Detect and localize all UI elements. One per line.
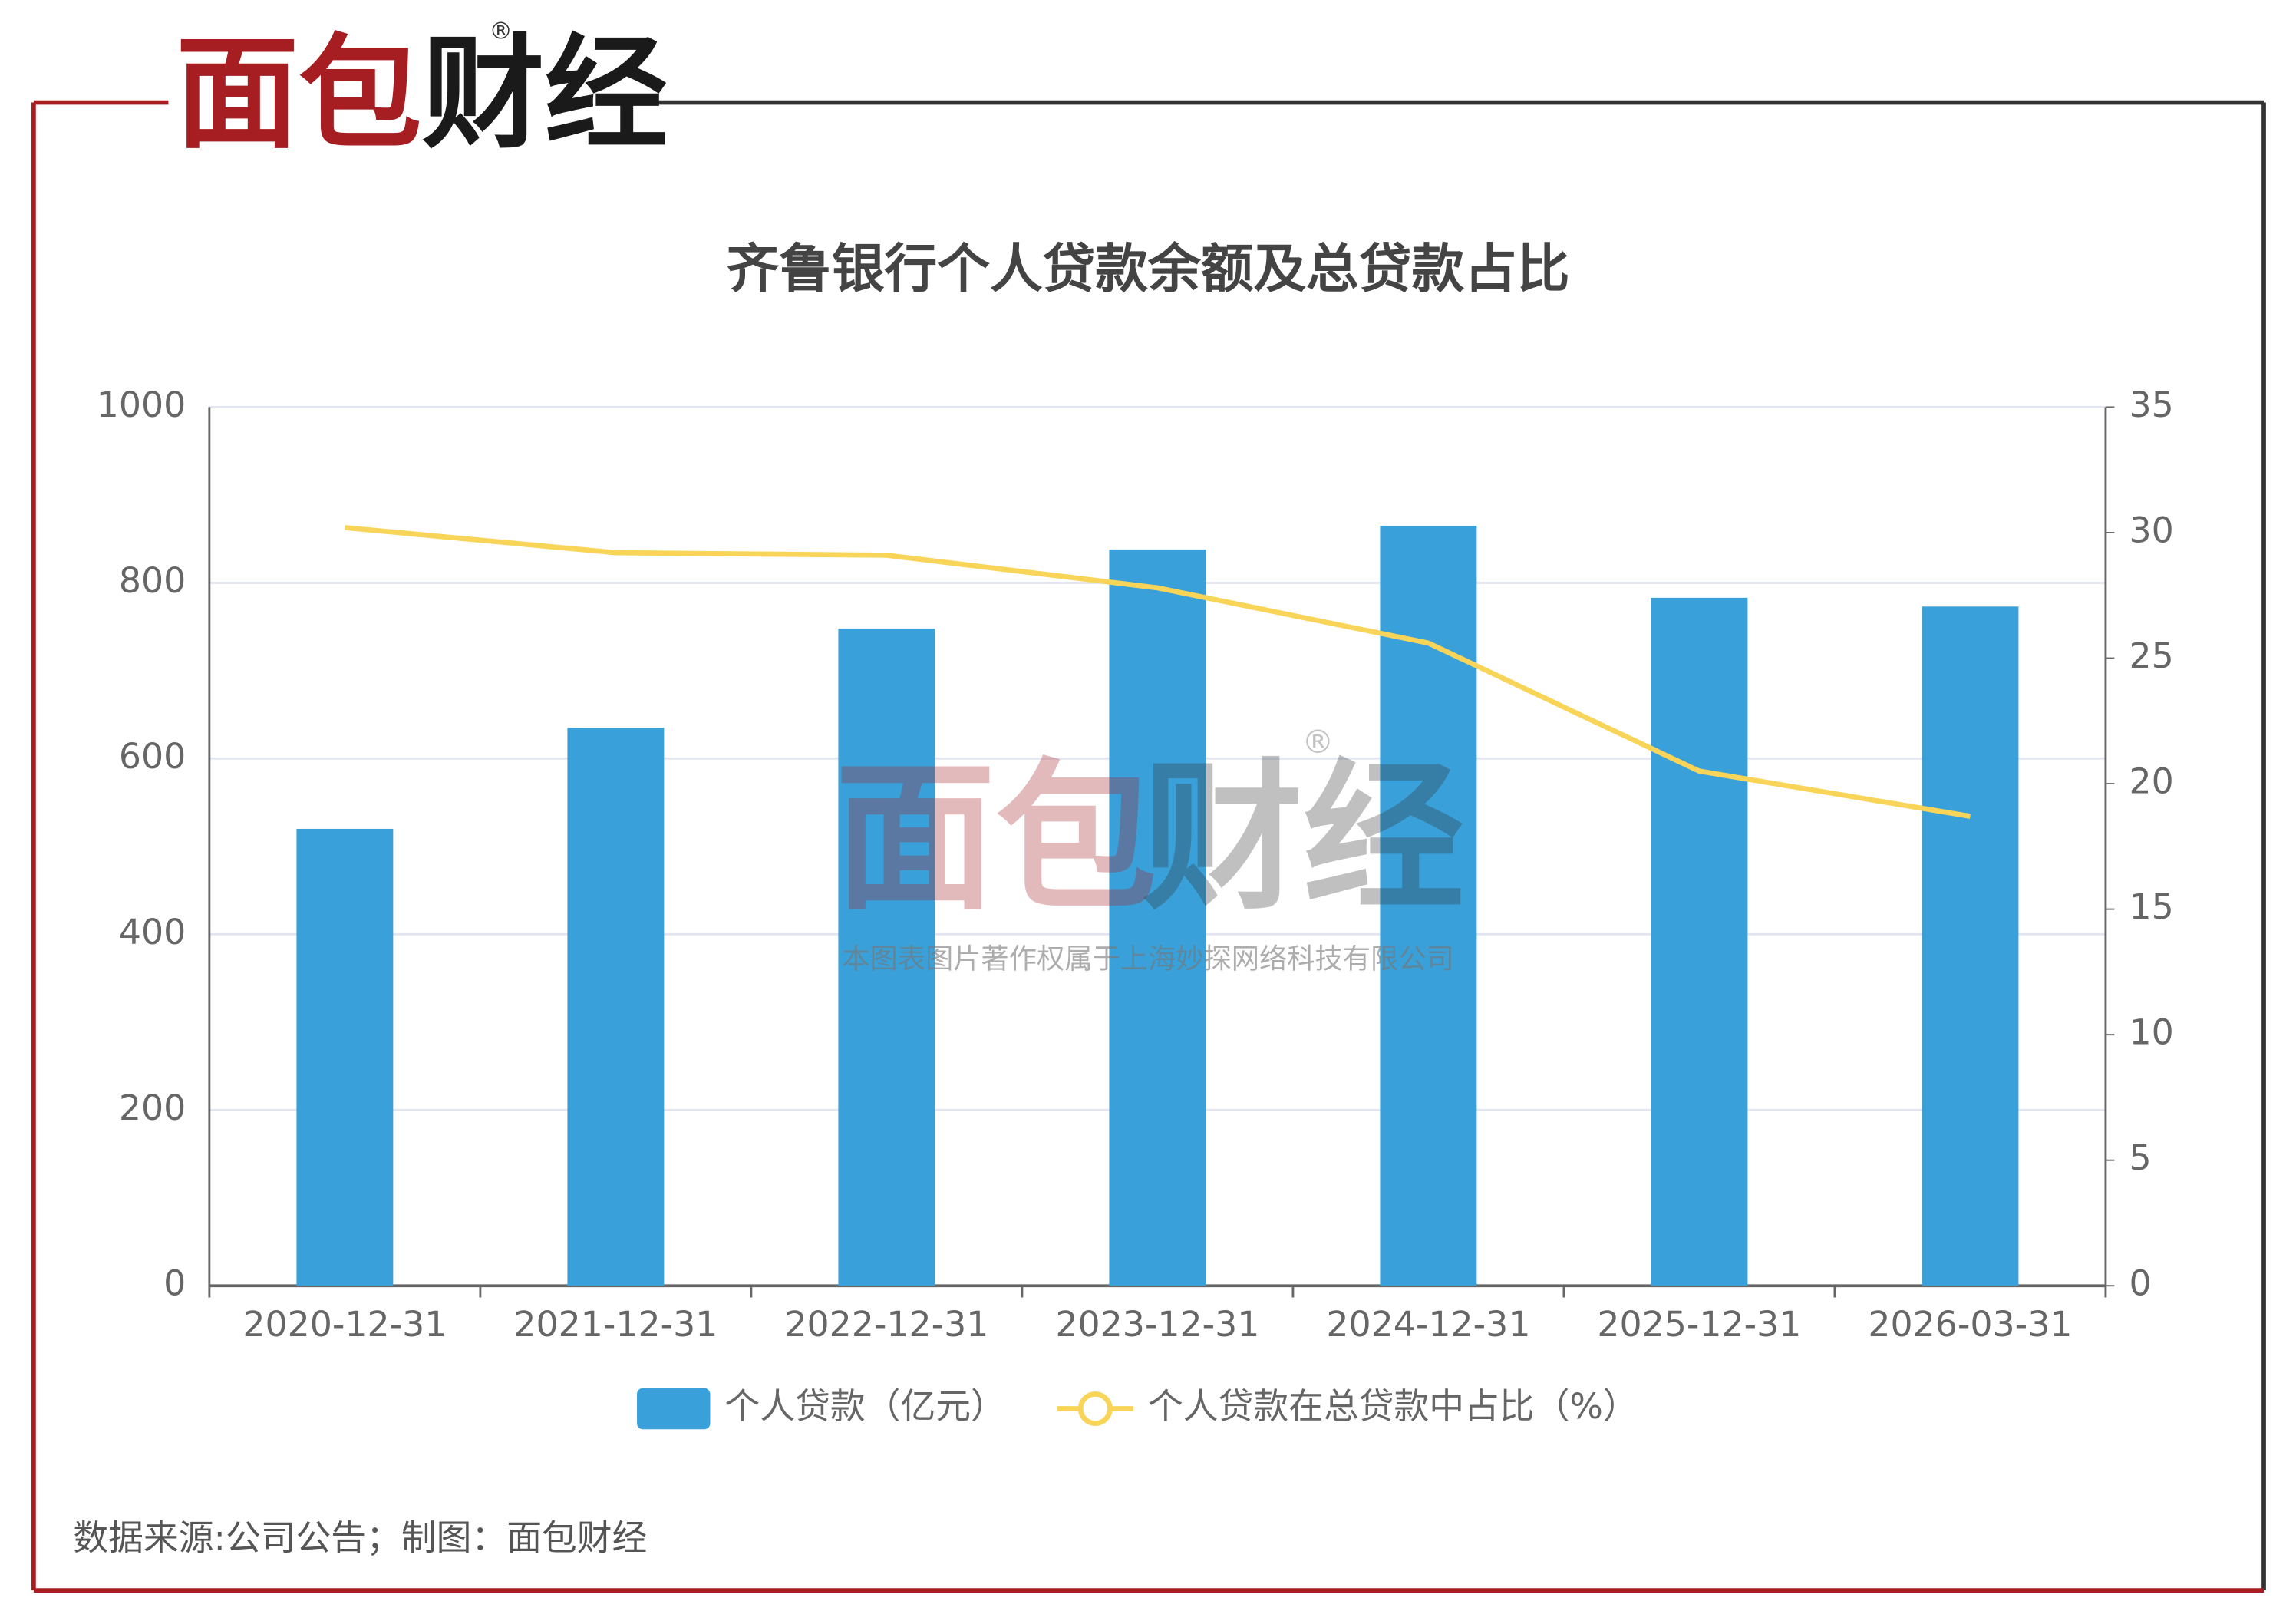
x-tick-label: 2025-12-31 [1597, 1303, 1801, 1345]
bar [296, 828, 394, 1286]
watermark-red: 面包 [835, 744, 1157, 932]
x-tick-label: 2026-03-31 [1868, 1303, 2072, 1345]
bar [567, 728, 665, 1286]
watermark-mark: ® [1301, 723, 1334, 761]
logo-red: 面包 [176, 22, 422, 166]
y2-tick-label: 30 [2129, 509, 2173, 550]
y2-tick-label: 20 [2129, 761, 2173, 802]
logo-mark: ® [489, 18, 513, 45]
y-tick-label: 400 [119, 911, 186, 952]
x-tick-label: 2023-12-31 [1055, 1303, 1259, 1345]
bar [1922, 606, 2019, 1286]
bar [838, 628, 935, 1286]
watermark-dark: 财经 [1142, 744, 1464, 932]
legend-label: 个人贷款（亿元） [725, 1385, 1006, 1427]
y-tick-label: 0 [163, 1263, 186, 1304]
y-tick-label: 1000 [97, 384, 186, 425]
y2-tick-label: 10 [2129, 1012, 2173, 1053]
y-tick-label: 600 [119, 735, 186, 777]
y2-tick-label: 15 [2129, 886, 2173, 927]
x-tick-label: 2021-12-31 [513, 1303, 718, 1345]
legend-swatch [637, 1388, 711, 1430]
y2-tick-label: 35 [2129, 384, 2173, 425]
y-tick-label: 200 [119, 1087, 186, 1128]
x-tick-label: 2022-12-31 [784, 1303, 988, 1345]
bar [1380, 525, 1477, 1286]
y2-tick-label: 25 [2129, 635, 2173, 676]
y-tick-label: 800 [119, 559, 186, 601]
y2-tick-label: 0 [2129, 1263, 2151, 1304]
legend-label: 个人贷款在总贷款中占比（%） [1148, 1385, 1638, 1427]
source-note: 数据来源:公司公告；制图：面包财经 [73, 1517, 647, 1559]
line [345, 525, 1971, 819]
x-tick-label: 2024-12-31 [1326, 1303, 1530, 1345]
watermark-note: 本图表图片著作权属于上海妙探网络科技有限公司 [842, 942, 1454, 975]
x-tick-label: 2020-12-31 [242, 1303, 447, 1345]
y2-tick-label: 5 [2129, 1137, 2151, 1178]
legend-swatch-marker [1077, 1391, 1113, 1426]
chart-title: 齐鲁银行个人贷款余额及总贷款占比 [726, 239, 1569, 300]
bar [1651, 597, 1748, 1286]
logo-dark: 财经 [422, 22, 668, 166]
bar [1109, 549, 1206, 1286]
